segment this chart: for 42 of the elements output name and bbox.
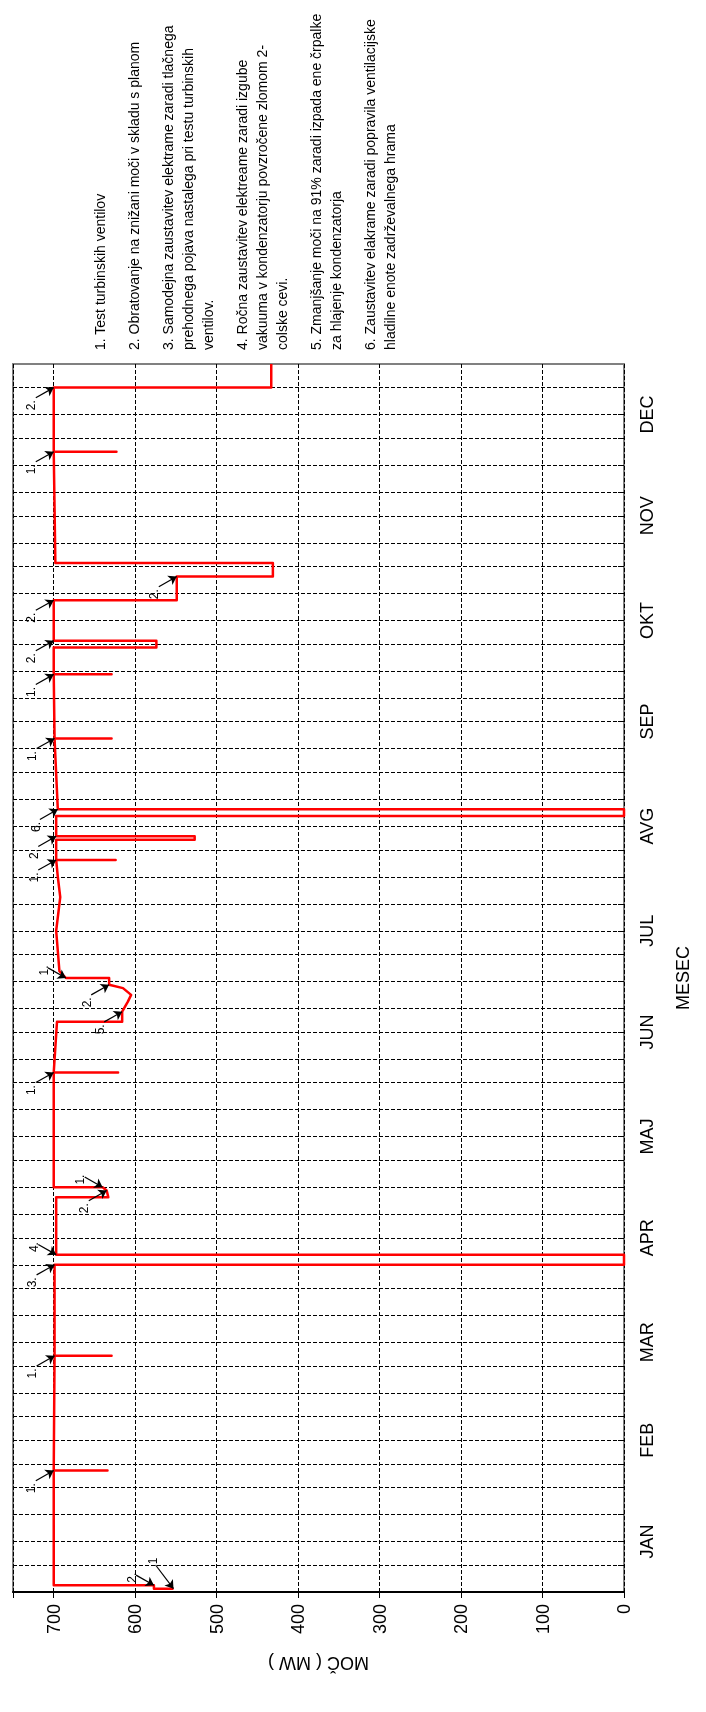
x-tick-label: 600: [125, 1604, 146, 1635]
annotation: 1.: [25, 751, 40, 762]
text: 1. Test turbinskih ventilov: [91, 192, 109, 350]
y-tick-label: SEP: [637, 703, 657, 740]
annotation: 3.: [25, 1277, 40, 1288]
x-tick-label: 0: [614, 1604, 634, 1615]
x-tick-label: 200: [451, 1604, 472, 1635]
annotation: 1.: [73, 1174, 88, 1185]
x-tick-label: 400: [288, 1604, 309, 1635]
annotation: 2.: [24, 400, 39, 411]
y-tick-label: JUN: [637, 1014, 657, 1050]
y-tick-label: MAR: [637, 1322, 657, 1363]
annotation: 1: [145, 1557, 160, 1565]
x-axis-title: MOČ ( MW ): [268, 1653, 369, 1674]
annotation: 1.: [25, 1368, 40, 1379]
annotation: 1.: [24, 686, 39, 697]
x-tick-label: 700: [43, 1604, 64, 1635]
annotation: 4.: [26, 1242, 41, 1253]
text: 6. Zaustavitev elakrame zaradi popravila ventilacijske hladilne enote zadrževalnega hrama: [361, 18, 399, 350]
text: 4. Ročna zaustavitev elektreame zaradi izgube vakuuma v kondenzatorju povzročene zlomom 2-colske cevi.: [233, 43, 291, 350]
annotation: 2.: [79, 997, 94, 1008]
y-tick-label: JUL: [637, 914, 657, 947]
x-tick-label: 100: [532, 1604, 553, 1635]
y-tick-label: DEC: [637, 395, 657, 434]
y-tick-label: NOV: [637, 496, 657, 536]
text: 2. Obratovanje na znižani moči v skladu s planom: [125, 40, 143, 350]
annotation: 2.: [77, 1203, 92, 1214]
y-tick-label: JAN: [637, 1524, 657, 1559]
text: 3. Samodejna zaustavitev elektrame zaradi tlačnega prehodnega pojava nastalega pri testu turbinskih ventilov.: [159, 24, 217, 350]
text: 5. Zmanjšanje moči na 91% zaradi izpada ene črpalke za hlajenje kondenzatorja: [307, 12, 345, 350]
x-tick-label: 500: [206, 1604, 227, 1635]
y-tick-label: FEB: [637, 1422, 657, 1458]
x-tick-label: 300: [369, 1604, 390, 1635]
annotation: 1.: [24, 1085, 39, 1096]
annotation: 2.: [24, 653, 39, 664]
y-tick-label: MAJ: [637, 1118, 657, 1155]
y-axis-title: MESEC: [673, 945, 693, 1011]
annotation: 1.: [36, 965, 51, 976]
y-tick-label: OKT: [637, 601, 657, 639]
y-tick-label: AVG: [637, 807, 657, 845]
y-tick-label: APR: [637, 1219, 657, 1257]
annotation: 1.: [24, 464, 39, 475]
